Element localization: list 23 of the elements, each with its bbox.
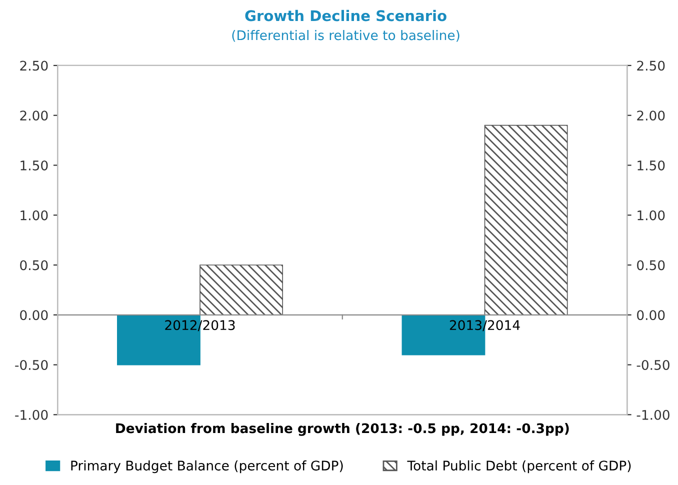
y-tick-label: 1.00 [20,210,48,220]
x-axis-title: Deviation from baseline growth (2013: -0.5 pp, 2014: -0.3pp) [116,423,569,436]
y2-tick-label: 2.00 [637,110,665,121]
y-tick-label: -1.00 [15,410,48,420]
y-tick-label: 1.50 [20,160,48,170]
y-tick-label: 2.50 [20,60,48,71]
chart-title: Growth Decline Scenario [245,10,446,22]
y2-tick-label: 0.00 [637,310,665,320]
y-tick-label: 2.00 [20,110,48,121]
y2-tick-label: -1.00 [636,410,670,420]
y2-tick-label: 0.50 [637,260,665,270]
y-tick-label: -0.50 [15,360,48,370]
y2-tick-label: -0.50 [636,360,670,370]
legend-label: Total Public Debt (percent of GDP) [407,460,631,474]
y-tick-label: 0.50 [20,260,48,270]
chart-subtitle: (Differential is relative to baseline) [232,30,460,42]
y-tick-label: 0.00 [20,310,48,320]
y2-tick-label: 2.50 [637,60,665,71]
legend-label: Primary Budget Balance (percent of GDP) [71,460,343,474]
bar [484,124,568,316]
bar [200,264,284,316]
y2-tick-label: 1.50 [638,160,665,170]
y2-tick-label: 1.00 [638,210,665,220]
